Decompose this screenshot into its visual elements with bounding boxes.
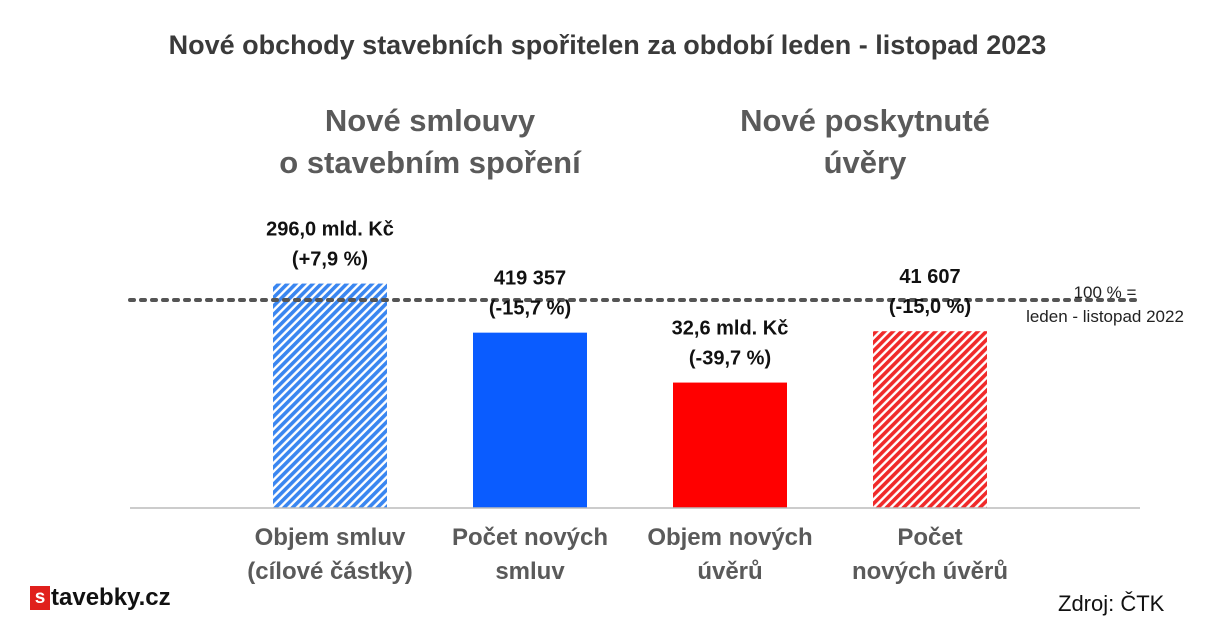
- bar-2: [473, 332, 587, 508]
- reference-note: 100 % = leden - listopad 2022: [1000, 281, 1210, 329]
- data-label-4-line2: (-15,0 %): [889, 296, 971, 318]
- category-label-3-line2: úvěrů: [697, 558, 763, 585]
- data-label-1-line2: (+7,9 %): [292, 249, 368, 271]
- category-label-2-line2: smluv: [495, 558, 565, 585]
- reference-note-line1: 100 % =: [1073, 283, 1137, 302]
- stavebky-logo: s tavebky.cz: [30, 584, 171, 612]
- category-label-3-line1: Objem nových: [647, 524, 813, 551]
- data-label-3-line2: (-39,7 %): [689, 348, 771, 370]
- category-label-4: Počet nových úvěrů: [820, 521, 1040, 589]
- group-title-contracts: Nové smlouvy o stavebním spoření: [230, 100, 630, 184]
- bar-4: [873, 331, 987, 508]
- group-title-loans: Nové poskytnuté úvěry: [665, 100, 1065, 184]
- category-label-1-line2: (cílové částky): [247, 558, 413, 585]
- data-label-2-line1: 419 357: [494, 268, 566, 290]
- data-label-3-line1: 32,6 mld. Kč: [672, 318, 789, 340]
- group-title-contracts-line2: o stavebním spoření: [279, 145, 581, 180]
- data-label-4-line1: 41 607: [899, 266, 960, 288]
- reference-note-line2: leden - listopad 2022: [1026, 307, 1184, 326]
- bar-1: [273, 283, 387, 508]
- category-label-2: Počet nových smluv: [420, 521, 640, 589]
- data-label-2-line2: (-15,7 %): [489, 298, 571, 320]
- group-title-contracts-line1: Nové smlouvy: [324, 103, 536, 138]
- logo-s-badge: s: [30, 586, 50, 610]
- category-label-4-line1: Počet: [897, 524, 963, 551]
- source-note: Zdroj: ČTK: [1058, 591, 1165, 616]
- group-title-loans-line2: úvěry: [823, 145, 907, 180]
- category-label-4-line2: nových úvěrů: [851, 558, 1009, 585]
- category-label-2-line1: Počet nových: [451, 524, 609, 551]
- category-label-1-line1: Objem smluv: [254, 524, 406, 551]
- category-label-3: Objem nových úvěrů: [620, 521, 840, 589]
- bar-3: [673, 382, 787, 508]
- data-label-1-line1: 296,0 mld. Kč: [266, 219, 394, 241]
- logo-text: tavebky.cz: [51, 584, 171, 611]
- chart-title: Nové obchody stavebních spořitelen za ob…: [168, 30, 1047, 60]
- group-title-loans-line1: Nové poskytnuté: [740, 103, 990, 138]
- category-label-1: Objem smluv (cílové částky): [220, 521, 440, 589]
